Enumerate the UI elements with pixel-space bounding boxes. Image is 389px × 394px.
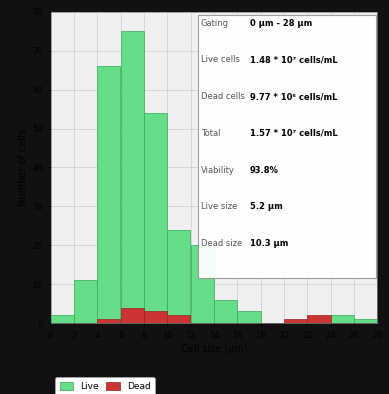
Bar xyxy=(284,319,307,323)
Bar xyxy=(97,319,121,323)
Text: 5.2 μm: 5.2 μm xyxy=(250,202,283,211)
Bar xyxy=(144,311,167,323)
Text: 1.48 * 10⁷ cells/mL: 1.48 * 10⁷ cells/mL xyxy=(250,56,338,64)
Text: 0 μm - 28 μm: 0 μm - 28 μm xyxy=(250,19,312,28)
Legend: Live, Dead: Live, Dead xyxy=(55,377,155,394)
Bar xyxy=(307,315,331,323)
Text: Live size: Live size xyxy=(201,202,237,211)
Bar xyxy=(74,280,97,323)
Text: Dead cells: Dead cells xyxy=(201,92,245,101)
Bar xyxy=(167,230,191,323)
X-axis label: Cell size (μm): Cell size (μm) xyxy=(180,344,247,354)
Text: Viability: Viability xyxy=(201,165,235,175)
Text: Gating: Gating xyxy=(201,19,229,28)
Text: 10.3 μm: 10.3 μm xyxy=(250,239,288,248)
Bar xyxy=(237,311,261,323)
Bar xyxy=(167,315,191,323)
Text: Dead size: Dead size xyxy=(201,239,242,248)
Bar xyxy=(354,319,377,323)
Text: Total: Total xyxy=(201,129,221,138)
Text: 1.57 * 10⁷ cells/mL: 1.57 * 10⁷ cells/mL xyxy=(250,129,338,138)
FancyBboxPatch shape xyxy=(198,15,376,278)
Bar xyxy=(331,315,354,323)
Bar xyxy=(51,315,74,323)
Bar xyxy=(144,113,167,323)
Y-axis label: Number of cells: Number of cells xyxy=(18,129,28,206)
Text: Live cells: Live cells xyxy=(201,56,240,64)
Text: 93.8%: 93.8% xyxy=(250,165,279,175)
Bar xyxy=(121,31,144,323)
Bar xyxy=(214,300,237,323)
Bar xyxy=(191,245,214,323)
Text: 9.77 * 10⁵ cells/mL: 9.77 * 10⁵ cells/mL xyxy=(250,92,337,101)
Bar xyxy=(97,66,121,323)
Bar xyxy=(121,308,144,323)
